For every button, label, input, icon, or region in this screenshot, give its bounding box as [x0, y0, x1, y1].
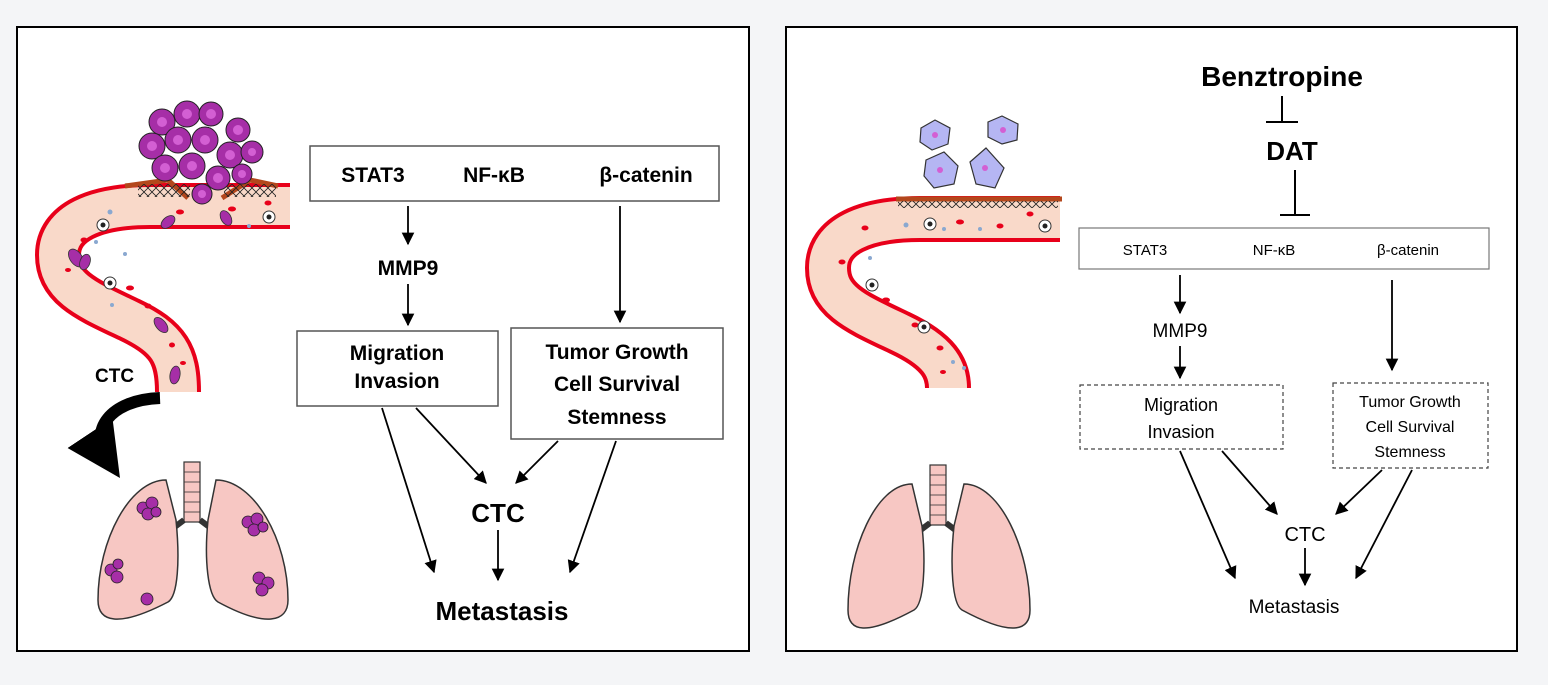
right-migration-box: Migration Invasion [1079, 384, 1284, 450]
left-migration-line-2: Invasion [354, 370, 439, 393]
left-metastasis-node: Metastasis [436, 596, 569, 626]
benztropine-label: Benztropine [1201, 61, 1363, 92]
red-blood-cells [65, 200, 272, 365]
immune-cells [96, 210, 276, 290]
left-growth-line-1: Tumor Growth [545, 341, 688, 364]
right-red-blood-cells [838, 211, 1034, 374]
right-growth-line-3: Stemness [1374, 444, 1445, 461]
right-migration-line-2: Invasion [1147, 422, 1214, 442]
right-stat3-label: STAT3 [1123, 242, 1167, 259]
right-growth-line-1: Tumor Growth [1359, 394, 1461, 411]
left-migration-line-1: Migration [350, 342, 445, 365]
left-pathway-box: STAT3 NF-κB β-catenin [309, 145, 720, 202]
left-blood-vessel [35, 183, 290, 393]
circulating-tumor-cells [68, 210, 233, 385]
right-lungs [847, 464, 1031, 629]
left-lungs [97, 461, 289, 620]
left-growth-box: Tumor Growth Cell Survival Stemness [510, 327, 724, 440]
lung-metastases [104, 496, 275, 606]
left-arrows [381, 206, 627, 582]
right-growth-line-2: Cell Survival [1366, 419, 1455, 436]
dat-inhibition [1280, 170, 1310, 216]
right-platelets [868, 222, 982, 370]
left-migration-box: Migration Invasion [296, 330, 499, 407]
right-ctc-node: CTC [1284, 524, 1325, 546]
left-nfkb-label: NF-κB [463, 164, 525, 187]
left-ctc-node: CTC [471, 498, 525, 528]
left-stat3-label: STAT3 [341, 164, 404, 187]
right-metastasis-node: Metastasis [1249, 597, 1340, 618]
right-bcatenin-label: β-catenin [1377, 242, 1439, 259]
right-nfkb-label: NF-κB [1253, 242, 1296, 259]
left-growth-line-3: Stemness [567, 406, 666, 429]
left-bcatenin-label: β-catenin [599, 164, 692, 187]
right-blood-vessel [805, 196, 1060, 390]
right-mmp9-label: MMP9 [1153, 321, 1208, 342]
right-growth-box: Tumor Growth Cell Survival Stemness [1332, 382, 1489, 469]
dormant-tumor-cells [919, 115, 1019, 189]
benztropine-inhibition [1266, 96, 1298, 123]
dat-label: DAT [1266, 136, 1318, 166]
spread-arrow [67, 392, 161, 478]
left-ctc-label: CTC [95, 366, 134, 387]
left-growth-line-2: Cell Survival [554, 373, 680, 396]
right-immune-cells [865, 217, 1052, 334]
right-basement-membrane [896, 196, 1062, 208]
right-migration-line-1: Migration [1144, 395, 1218, 415]
left-mmp9-label: MMP9 [378, 257, 439, 280]
right-arrows [1173, 275, 1413, 587]
primary-tumor [138, 100, 264, 205]
right-pathway-box: STAT3 NF-κB β-catenin [1078, 227, 1490, 270]
